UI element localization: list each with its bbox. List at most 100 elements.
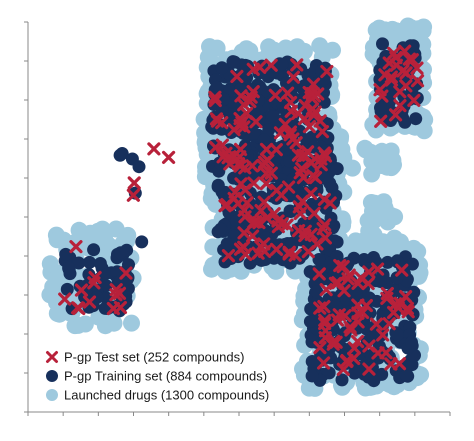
data-point	[278, 117, 292, 131]
data-point	[211, 178, 225, 192]
data-point	[330, 162, 344, 176]
data-point	[112, 286, 127, 300]
data-point	[405, 335, 418, 349]
data-point	[247, 127, 261, 140]
data-point	[237, 203, 251, 217]
data-point	[390, 271, 404, 285]
data-point	[264, 58, 278, 72]
data-point	[282, 247, 296, 261]
data-point	[100, 266, 113, 280]
data-point	[72, 301, 86, 316]
data-point	[230, 69, 244, 84]
data-point	[349, 287, 363, 301]
data-point	[58, 292, 72, 306]
data-point	[295, 42, 313, 60]
data-point	[312, 253, 326, 266]
data-point	[127, 176, 141, 190]
data-point	[44, 278, 62, 296]
data-point	[351, 276, 365, 290]
series-test-set	[58, 44, 425, 376]
data-point	[282, 180, 296, 194]
data-point	[83, 255, 96, 269]
data-point	[89, 222, 107, 240]
data-point	[384, 357, 398, 371]
data-point	[410, 61, 424, 75]
data-point	[364, 45, 382, 63]
data-point	[74, 226, 92, 244]
data-point	[312, 267, 326, 281]
data-point	[373, 275, 387, 288]
data-point	[399, 66, 413, 80]
data-point	[344, 323, 358, 337]
data-point	[305, 355, 319, 368]
data-point	[227, 149, 241, 163]
data-point	[286, 132, 300, 146]
data-point	[341, 272, 355, 286]
data-point	[275, 57, 289, 71]
data-point	[132, 160, 146, 174]
data-point	[300, 145, 315, 159]
data-point	[391, 328, 405, 342]
data-point	[88, 270, 102, 285]
data-point	[407, 285, 421, 299]
data-point	[126, 188, 140, 202]
data-point	[259, 166, 273, 181]
data-point	[208, 90, 222, 104]
data-point	[376, 328, 390, 342]
data-point	[253, 60, 267, 74]
data-point	[332, 308, 346, 322]
data-point	[339, 354, 354, 369]
data-point	[161, 150, 176, 164]
data-point	[374, 114, 388, 128]
data-point	[380, 286, 394, 301]
data-point	[359, 233, 377, 251]
data-point	[366, 204, 384, 222]
data-point	[336, 362, 350, 376]
data-point	[269, 242, 284, 256]
data-point	[48, 231, 66, 249]
data-point	[369, 317, 384, 331]
legend-label: Launched drugs (1300 compounds)	[64, 388, 269, 403]
data-point	[370, 262, 385, 276]
data-point	[254, 239, 268, 254]
data-point	[203, 260, 220, 278]
data-point	[233, 119, 247, 133]
data-point	[105, 314, 123, 332]
data-point	[389, 236, 407, 254]
data-point	[62, 261, 76, 275]
data-point	[214, 222, 228, 236]
data-point	[280, 218, 294, 232]
data-point	[60, 282, 74, 296]
data-point	[344, 159, 361, 177]
data-point	[374, 101, 387, 115]
data-point	[230, 214, 244, 228]
legend-label: P-gp Test set (252 compounds)	[64, 350, 244, 365]
data-point	[317, 192, 331, 207]
data-point	[367, 374, 381, 388]
data-point	[315, 125, 330, 139]
data-point	[393, 296, 407, 310]
data-point	[363, 152, 381, 170]
data-point	[243, 94, 257, 109]
data-point	[304, 156, 318, 170]
data-point	[210, 80, 224, 94]
data-point	[59, 247, 73, 261]
data-point	[261, 153, 275, 167]
data-point	[362, 362, 376, 376]
data-point	[283, 204, 297, 218]
data-point	[208, 93, 222, 108]
data-point	[290, 58, 304, 72]
data-point	[313, 341, 327, 355]
data-point	[147, 142, 161, 156]
data-point	[273, 126, 288, 140]
data-point	[298, 228, 312, 243]
data-point	[209, 112, 224, 126]
data-point	[82, 295, 97, 309]
data-point	[384, 70, 398, 84]
data-point	[93, 257, 107, 270]
legend-marker	[46, 351, 58, 363]
data-point	[388, 108, 403, 122]
data-point	[318, 331, 332, 345]
data-point	[316, 222, 330, 236]
